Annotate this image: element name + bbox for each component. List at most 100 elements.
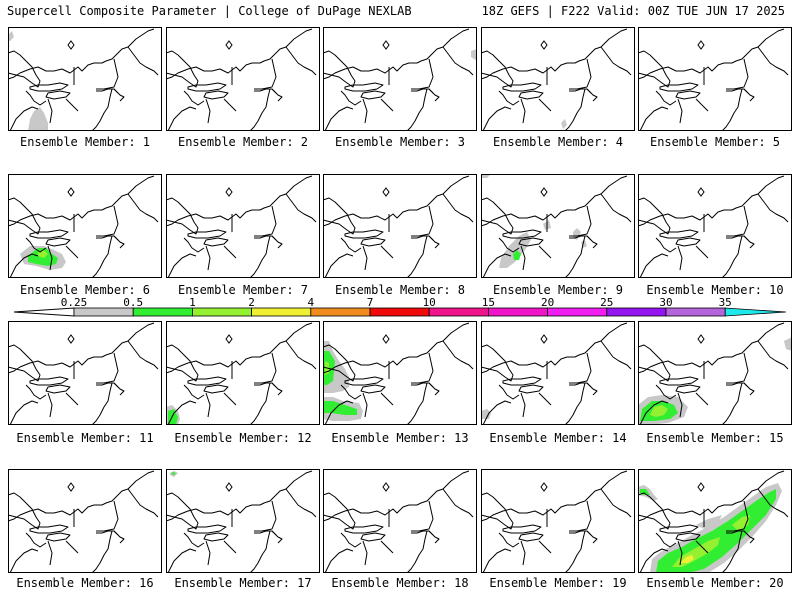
map-outline <box>502 229 542 239</box>
map-outline <box>167 400 197 425</box>
map-outline <box>482 253 512 278</box>
map-outline <box>482 548 512 573</box>
map-outline <box>8 492 41 530</box>
map-outline <box>8 175 155 227</box>
map-outline <box>223 392 237 406</box>
map-outline <box>498 90 520 106</box>
map-outline <box>428 382 440 396</box>
map-outline <box>254 58 277 90</box>
colorbar-label: 4 <box>307 296 314 309</box>
map-outline <box>659 82 699 92</box>
map-outline <box>538 540 552 554</box>
colorbar-low-arrow <box>13 307 75 317</box>
map-outline <box>223 540 237 554</box>
map-outline <box>127 340 159 370</box>
map-outline <box>340 90 362 106</box>
map-outline <box>9 253 39 278</box>
panel-frame <box>8 321 162 425</box>
map-outline <box>65 245 79 259</box>
member-map-svg <box>323 469 477 573</box>
map-outline <box>411 205 434 237</box>
ensemble-member-caption: Ensemble Member: 14 <box>489 431 627 445</box>
map-outline <box>659 229 699 239</box>
map-outline <box>249 382 271 425</box>
map-outline <box>25 237 47 253</box>
map-outline <box>183 90 205 106</box>
map-outline <box>166 28 313 80</box>
map-outline <box>96 58 119 90</box>
map-outline <box>29 229 69 239</box>
colorbar-segment <box>369 307 430 317</box>
map-outline <box>25 532 47 548</box>
map-outline <box>360 384 386 394</box>
map-outline <box>344 524 384 534</box>
member-map-svg <box>166 469 320 573</box>
map-outline <box>127 193 159 223</box>
map-outline <box>518 384 544 394</box>
map-outline <box>223 98 237 112</box>
map-outline <box>655 237 677 253</box>
member-map-svg <box>166 174 320 278</box>
map-outline <box>323 470 470 522</box>
ensemble-member-caption: Ensemble Member: 16 <box>16 576 154 590</box>
map-outline <box>323 197 356 235</box>
map-outline <box>743 382 755 396</box>
scp-shading <box>323 401 357 415</box>
map-outline <box>406 88 428 131</box>
map-outline <box>29 524 69 534</box>
ensemble-member-caption: Ensemble Member: 18 <box>331 576 469 590</box>
ensemble-member-map-9 <box>481 174 635 278</box>
map-outline <box>166 344 199 382</box>
map-outline <box>639 106 669 131</box>
colorbar-segment <box>73 307 134 317</box>
map-outline <box>9 400 39 425</box>
map-outline <box>695 245 709 259</box>
map-outline <box>442 193 474 223</box>
panel-frame <box>166 469 320 573</box>
map-outline <box>166 322 313 374</box>
ensemble-member-caption: Ensemble Member: 17 <box>174 576 312 590</box>
map-outline <box>502 524 542 534</box>
map-outline <box>340 237 362 253</box>
ensemble-member-caption: Ensemble Member: 11 <box>16 431 154 445</box>
map-outline <box>285 340 317 370</box>
panel-frame <box>638 321 792 425</box>
map-outline <box>677 245 683 271</box>
map-outline <box>481 50 514 88</box>
map-outline <box>638 175 785 227</box>
island-marker <box>540 40 548 50</box>
header-title: Supercell Composite Parameter | College … <box>7 4 412 18</box>
colorbar-label: 30 <box>659 296 672 309</box>
scp-shading <box>696 515 722 529</box>
colorbar-label: 7 <box>367 296 374 309</box>
map-outline <box>25 384 47 400</box>
map-outline <box>323 322 470 374</box>
map-outline <box>203 532 229 542</box>
map-outline <box>600 193 632 223</box>
map-outline <box>205 245 211 271</box>
map-outline <box>638 492 671 530</box>
map-outline <box>428 530 440 544</box>
ensemble-member-map-20 <box>638 469 792 573</box>
map-outline <box>324 400 354 425</box>
ensemble-member-map-11 <box>8 321 162 425</box>
map-outline <box>360 90 386 100</box>
map-outline <box>677 540 683 566</box>
panel-frame <box>166 321 320 425</box>
map-outline <box>726 352 749 384</box>
map-outline <box>166 470 313 522</box>
scp-shading <box>561 119 567 129</box>
island-marker <box>540 334 548 344</box>
panel-frame <box>323 27 477 131</box>
colorbar-segment <box>310 307 371 317</box>
ensemble-member-caption: Ensemble Member: 19 <box>489 576 627 590</box>
ensemble-member-caption: Ensemble Member: 2 <box>177 135 309 149</box>
map-outline <box>518 90 544 100</box>
island-marker <box>225 334 233 344</box>
member-map-svg <box>638 469 792 573</box>
colorbar-segment <box>487 307 548 317</box>
scp-shading <box>573 228 581 240</box>
ensemble-member-map-2 <box>166 27 320 131</box>
map-outline <box>482 400 512 425</box>
map-outline <box>481 322 628 374</box>
